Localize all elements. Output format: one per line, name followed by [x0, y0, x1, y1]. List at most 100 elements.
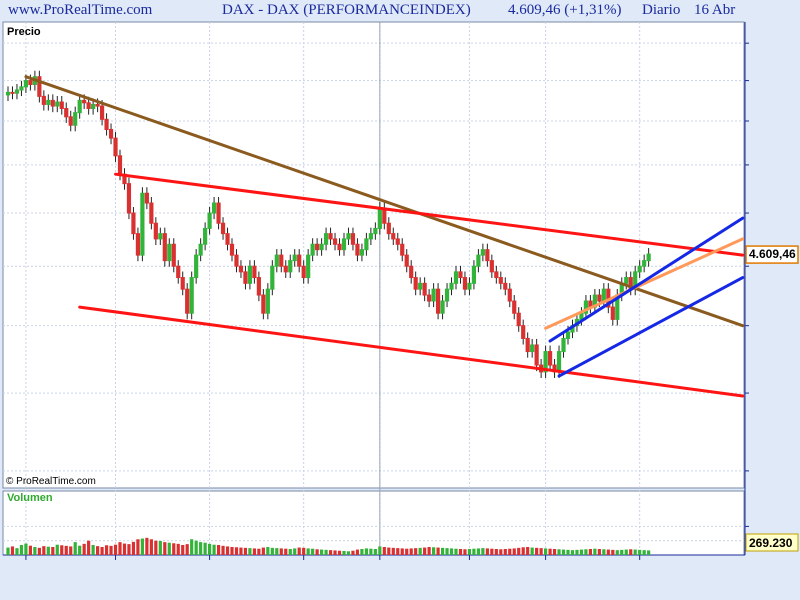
volume-bar [225, 546, 230, 555]
last-volume-badge: 269.230 [745, 533, 799, 552]
candle-body [346, 233, 351, 240]
volume-bar [315, 549, 319, 555]
volume-bar [517, 547, 521, 555]
volume-bar [337, 550, 342, 555]
volume-bar [91, 544, 95, 555]
volume-bar [15, 548, 19, 555]
volume-bar [239, 547, 243, 555]
candle-body [189, 277, 194, 314]
volume-bar [243, 547, 248, 555]
volume-bar [19, 544, 24, 555]
volume-bar [96, 546, 100, 555]
candle-body [113, 137, 118, 157]
volume-bar [476, 548, 480, 555]
candle-body [435, 288, 441, 314]
candle-body [503, 282, 508, 290]
candle-body [14, 89, 20, 94]
volume-bar [396, 548, 400, 555]
volume-bar [579, 549, 584, 555]
volume-bar [405, 548, 409, 555]
trendline-brown [24, 75, 745, 328]
volume-bar [597, 548, 601, 555]
candle-body [525, 337, 530, 353]
volume-bar [261, 547, 265, 555]
candle-body [359, 249, 365, 256]
candle-body [238, 265, 244, 273]
candle-body [270, 265, 275, 290]
candle-body [167, 243, 172, 262]
volume-bar [131, 541, 136, 555]
price-panel [2, 21, 745, 489]
volume-bar [472, 548, 476, 555]
candle-body [243, 271, 248, 284]
candle-body [64, 108, 69, 118]
price-grid [3, 22, 744, 555]
candle-body [494, 271, 499, 279]
candle-body [427, 294, 432, 302]
candle-body [104, 118, 109, 130]
volume-bar [37, 547, 41, 555]
candle-body [530, 344, 535, 353]
candle-body [176, 265, 181, 279]
volume-bar [454, 548, 458, 555]
volume-bar [584, 549, 588, 555]
volume-bar [427, 546, 431, 555]
volume-bar [355, 549, 360, 555]
candle-body [306, 254, 311, 279]
volume-bar [6, 547, 10, 555]
candle-body [171, 243, 176, 267]
volume-bar [100, 546, 104, 555]
volume-bar [342, 550, 346, 555]
candle-body [395, 238, 400, 245]
candle-body [404, 254, 409, 267]
trendline-red [78, 305, 745, 398]
volume-bar [284, 548, 288, 555]
volume-bar [28, 545, 32, 555]
volume-bar [208, 543, 212, 555]
candle-body [597, 294, 602, 302]
candle-body [400, 243, 405, 256]
volume-bar [521, 547, 525, 555]
volume-bar [364, 548, 368, 555]
volume-bar [615, 550, 619, 555]
period-label: Diario [642, 2, 681, 18]
candle-body [422, 282, 427, 296]
volume-bar [539, 548, 543, 555]
candle-body [467, 282, 472, 290]
volume-bar [163, 542, 167, 555]
volume-bar [557, 549, 561, 555]
volume-bar [638, 549, 642, 555]
volume-bar [440, 547, 445, 555]
candle-body [50, 99, 55, 107]
volume-bar [145, 537, 149, 555]
price-panel-label: Precio [7, 26, 41, 38]
volume-bar [409, 548, 413, 555]
candle-body [328, 233, 333, 240]
volume-bar [382, 546, 386, 555]
candle-body [471, 265, 477, 284]
candle-body [162, 233, 167, 262]
candle-body [261, 294, 266, 314]
volume-bar [199, 542, 203, 555]
candle-body [301, 265, 306, 279]
candle-body [225, 233, 230, 245]
volume-bar [333, 550, 337, 555]
volume-bar [373, 548, 377, 555]
candle-body [332, 238, 338, 245]
candle-body [476, 254, 481, 267]
candle-body [10, 91, 15, 94]
chart-header: www.ProRealTime.com DAX - DAX (PERFORMAN… [0, 0, 800, 22]
site-url[interactable]: www.ProRealTime.com [8, 2, 153, 18]
candle-body [462, 277, 468, 290]
copyright-label: © ProRealTime.com [6, 476, 96, 487]
candle-body [521, 325, 526, 339]
candle-body [108, 128, 114, 139]
candle-body [507, 288, 512, 302]
volume-bar [324, 549, 328, 555]
candle-body [256, 277, 261, 296]
candle-body [364, 238, 369, 251]
candle-body [534, 344, 539, 366]
volume-bar [360, 548, 364, 555]
candle-body [207, 212, 212, 229]
